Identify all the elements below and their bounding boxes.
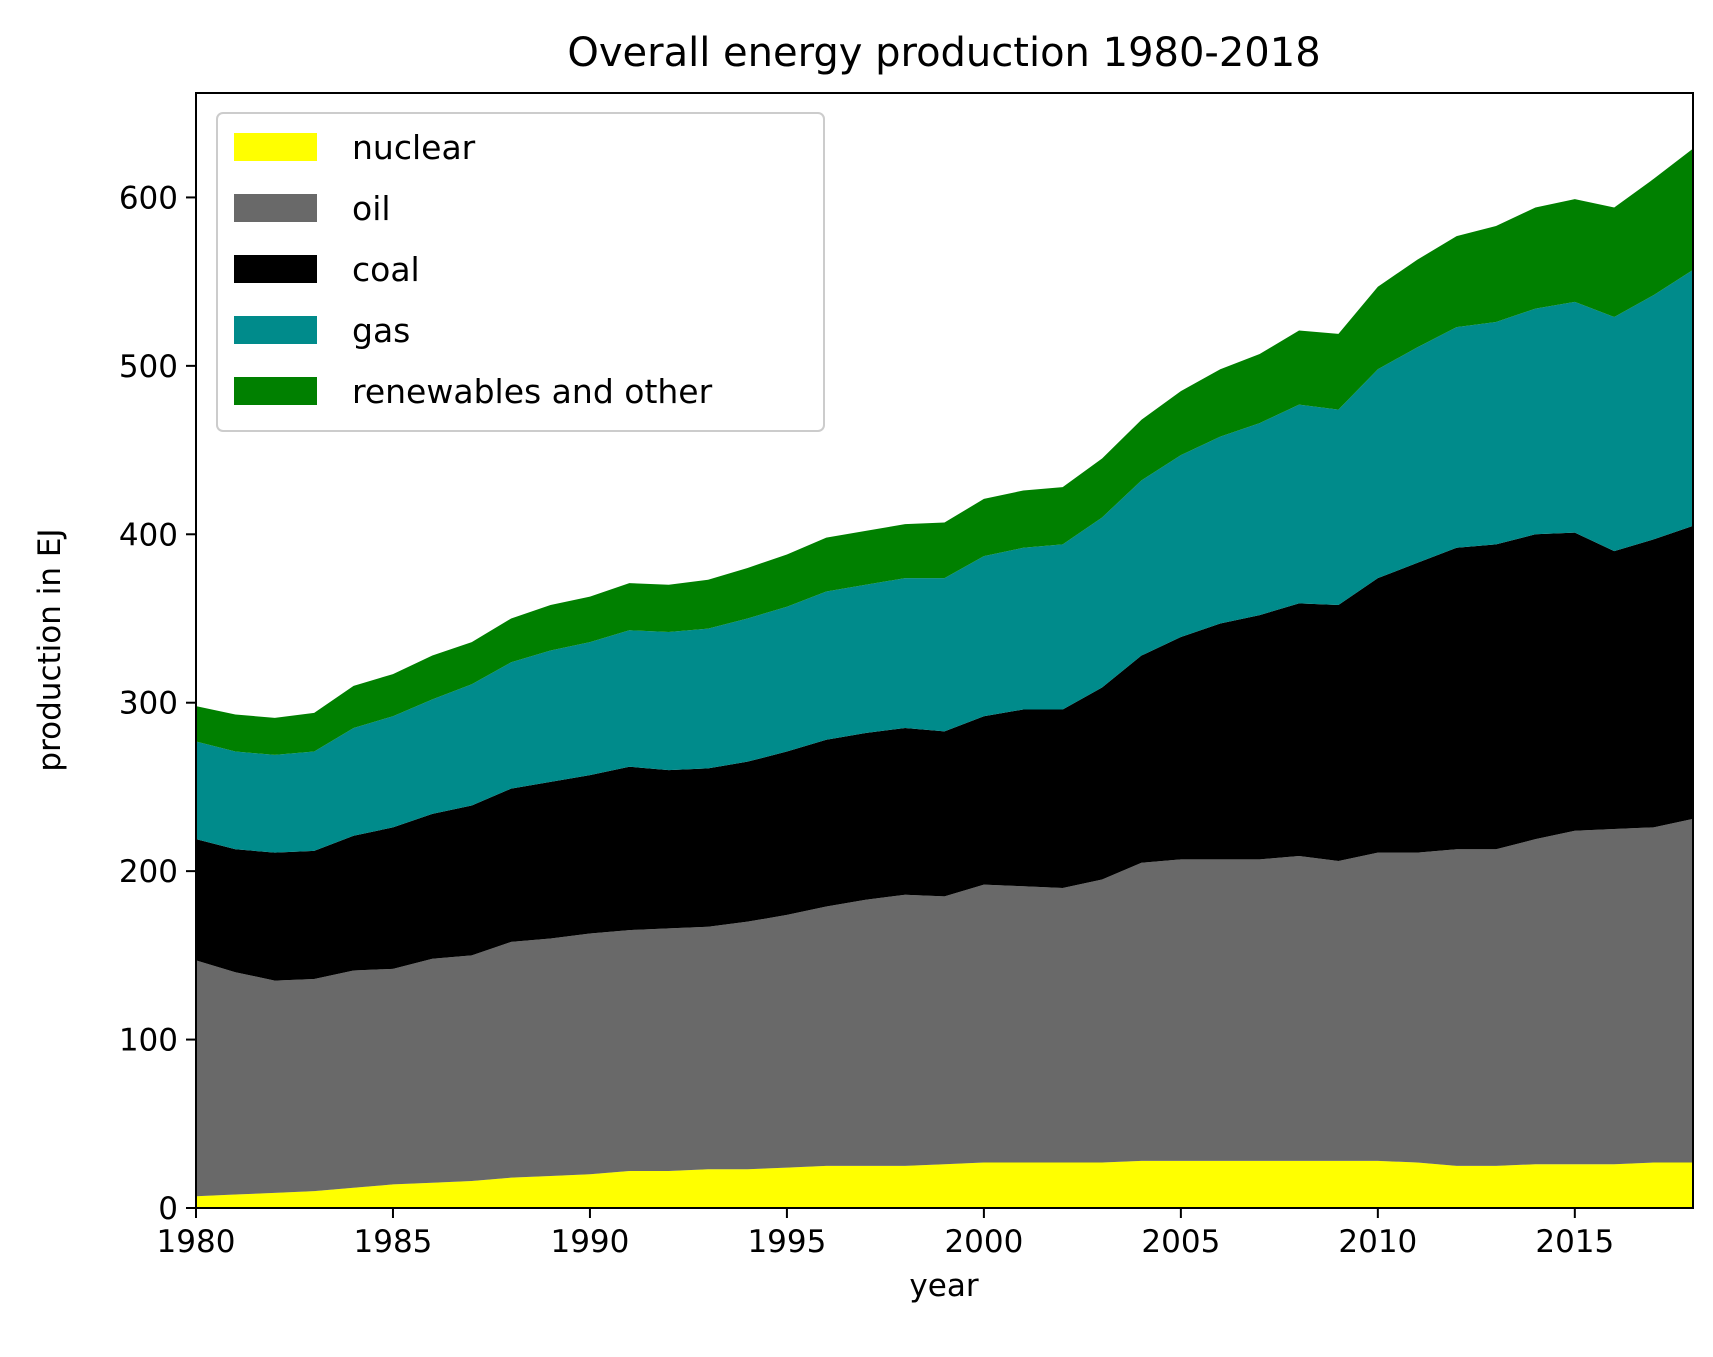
y-tick-label: 400 [119, 517, 178, 553]
area-nuclear [196, 1160, 1693, 1208]
area-renewables-and-other [196, 148, 1693, 755]
y-tick-label: 500 [119, 349, 178, 385]
y-axis-ticks: 0 100 200 300 400 500 600 [119, 180, 196, 1227]
area-oil [196, 818, 1693, 1197]
legend-swatch-coal [234, 255, 317, 283]
x-axis-label: year [909, 1268, 978, 1304]
legend-swatch-gas [234, 316, 317, 344]
legend-label-oil: oil [352, 189, 391, 228]
x-tick-label: 1980 [157, 1224, 236, 1260]
x-tick-label: 2005 [1141, 1224, 1220, 1260]
y-tick-label: 300 [119, 686, 178, 722]
legend-swatch-renewables-and-other [234, 377, 317, 405]
chart-title: Overall energy production 1980-2018 [567, 30, 1320, 76]
x-axis-ticks: 1980 1985 1990 1995 2000 2005 2010 2015 [157, 1208, 1614, 1260]
legend-items: nuclear oil coal gas renewables and other [234, 128, 713, 411]
area-layers [196, 148, 1693, 1208]
legend-label-gas: gas [352, 311, 410, 350]
legend-swatch-nuclear [234, 133, 317, 161]
legend-swatch-oil [234, 194, 317, 222]
y-tick-label: 200 [119, 854, 178, 890]
legend-box [216, 112, 825, 432]
y-axis-label: production in EJ [32, 528, 68, 771]
legend-label-renewables-and-other: renewables and other [352, 372, 713, 411]
legend-label-nuclear: nuclear [352, 128, 476, 167]
x-tick-label: 2010 [1338, 1224, 1417, 1260]
area-gas [196, 269, 1693, 853]
x-tick-label: 2000 [944, 1224, 1023, 1260]
x-tick-label: 1985 [354, 1224, 433, 1260]
area-coal [196, 525, 1693, 981]
x-tick-label: 2015 [1535, 1224, 1614, 1260]
y-tick-label: 100 [119, 1023, 178, 1059]
plot-frame [195, 92, 1694, 1209]
x-tick-label: 1995 [747, 1224, 826, 1260]
legend: nuclear oil coal gas renewables and other [216, 112, 825, 432]
x-tick-label: 1990 [550, 1224, 629, 1260]
y-tick-label: 600 [119, 180, 178, 216]
y-tick-label: 0 [158, 1191, 178, 1227]
legend-label-coal: coal [352, 250, 420, 289]
